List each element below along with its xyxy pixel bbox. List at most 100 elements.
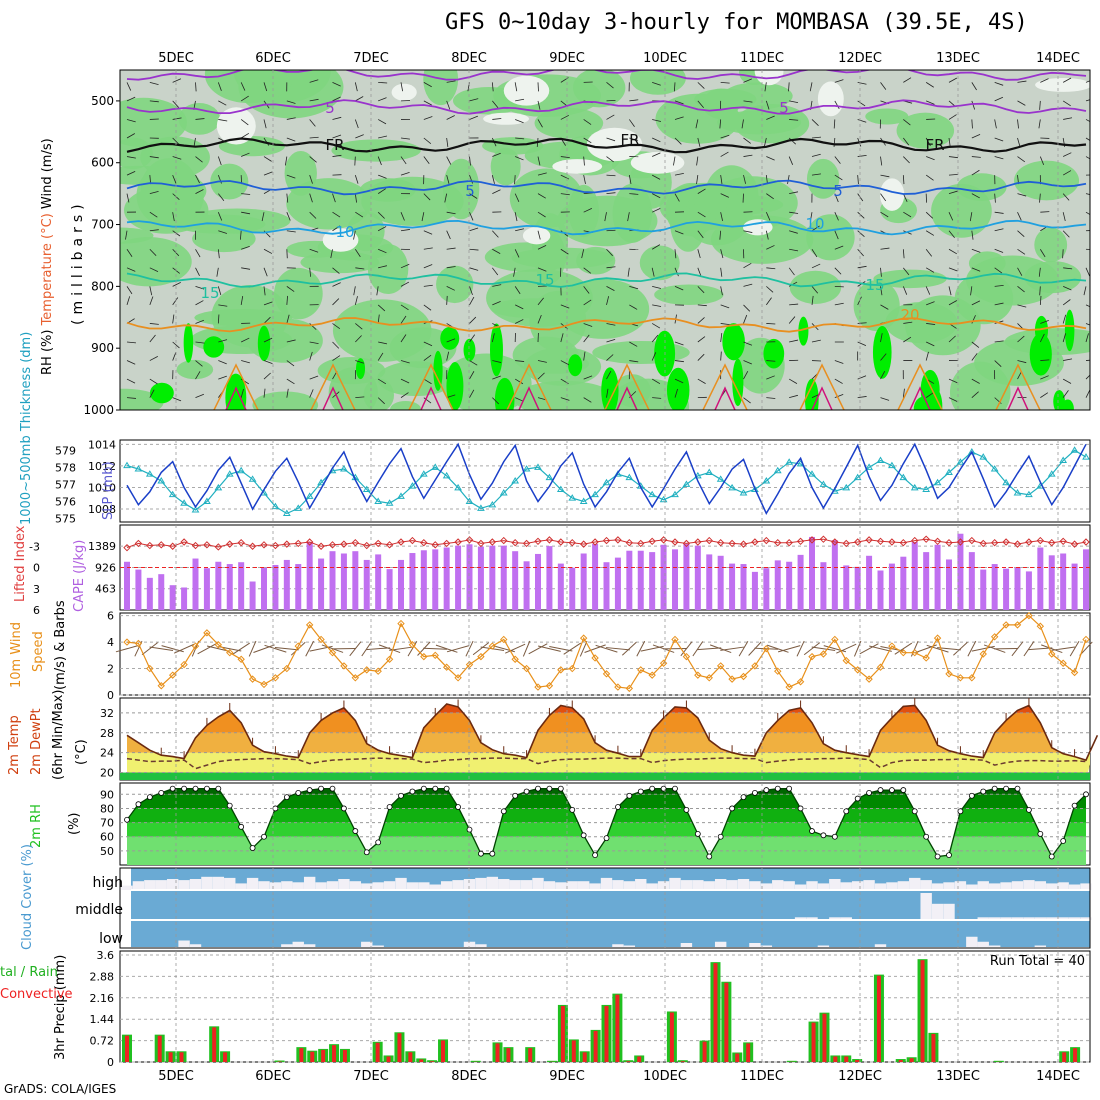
li-point [591,538,599,546]
wind-barb [583,119,592,125]
rh-point [774,785,781,792]
wind-barb [720,286,723,296]
wind-barb [583,375,593,380]
wind-barb [606,156,614,163]
rh-high-area [1034,315,1049,345]
wind-barb [1017,304,1027,308]
wind-barb [994,248,1004,253]
rh-point [363,849,370,856]
rh-point [1060,838,1067,844]
wind-point [237,655,245,663]
rh-point [261,833,267,840]
ua-ylabel-part: RH (%) [40,330,55,375]
thickness-point [305,492,314,499]
cape-bar [729,563,736,610]
wind-barb [926,100,935,105]
wind-barb [926,301,935,306]
cloud-bar [292,941,304,948]
li-point [1002,538,1010,546]
wind-barb [1041,644,1063,654]
cloud-bar [144,880,156,890]
li-point [968,536,976,545]
wind-barb [515,228,525,232]
wind-barb [232,642,250,655]
wind-barb [172,117,182,120]
rh-point [889,787,895,793]
wind-barb [1017,267,1023,276]
wind-barb [788,267,795,276]
wind-barb [305,640,315,657]
wind-barb [743,262,752,269]
rh-point [991,785,998,792]
wind-barb [378,341,388,345]
wind-barb [514,286,521,295]
li-point [226,540,234,548]
wind-tick-label: 6 [107,610,114,623]
rh-high-area [489,323,503,377]
wind-point [534,683,542,691]
wind-barb [606,137,616,142]
wind-point [945,670,953,678]
wind-barb [629,285,639,290]
wind-barb [811,136,821,139]
wind-barb [948,156,958,159]
wind-barb [994,228,1004,232]
wind-barb [263,267,268,277]
date-label-bottom: 13DEC [936,1069,980,1084]
wind-point [488,642,497,650]
thickness-point [568,494,577,501]
wind-barb [400,334,407,343]
wind-barb [423,354,432,361]
rh-area [806,214,855,261]
thickness-point [659,495,668,503]
wind-barb [720,267,723,277]
wind-barb [377,352,384,361]
wind-barb [446,394,456,399]
wind-barb [537,297,544,306]
cape-bar [797,554,804,610]
precip-bar-convective [593,1030,598,1062]
wind-barb [446,351,450,361]
thickness-point [1059,456,1068,463]
wind-barb [674,360,684,363]
wind-barb [857,100,866,107]
wind-barb [621,641,637,656]
thickness-point [682,480,691,487]
wind-barb [803,642,821,656]
li-point [420,539,428,547]
wind-point [363,666,371,674]
wind-barb [332,298,340,306]
wind-barb [971,267,981,272]
rh-dry-area [630,151,685,174]
wind-barb [766,267,776,270]
thickness-point [237,466,246,474]
wind-barb [834,193,839,203]
isotherm-line [126,219,1087,236]
cloud-bar [1080,917,1092,920]
wind-barb [332,355,341,361]
wind-barb [880,267,882,277]
cloud-bar [509,880,521,890]
thickness-point [271,502,280,510]
isotherm-line [126,70,1087,81]
wind-barb [994,360,1002,367]
cape-bar [614,557,621,610]
isotherm-line [126,137,1087,154]
rh-point [124,816,130,823]
wind-barb [560,304,570,309]
date-label-top: 8DEC [451,51,487,66]
wind-barb [469,371,475,380]
rh-point [911,808,918,815]
precip-bar-convective [299,1048,304,1062]
wind-barb [994,96,1004,102]
wind-barb [514,319,524,324]
wind-barb [446,286,455,291]
li-point [774,539,782,547]
wind-barb [743,341,753,346]
thickness-point [979,453,988,460]
wind-barb [811,295,814,305]
wind-barb [286,174,296,179]
slp-tick-label: 1008 [88,503,116,516]
wind-speed-line [126,614,1087,690]
ua-fields: 5 5 FR FR FR 5 5 10 10 15 15 15 20 [120,70,1090,410]
